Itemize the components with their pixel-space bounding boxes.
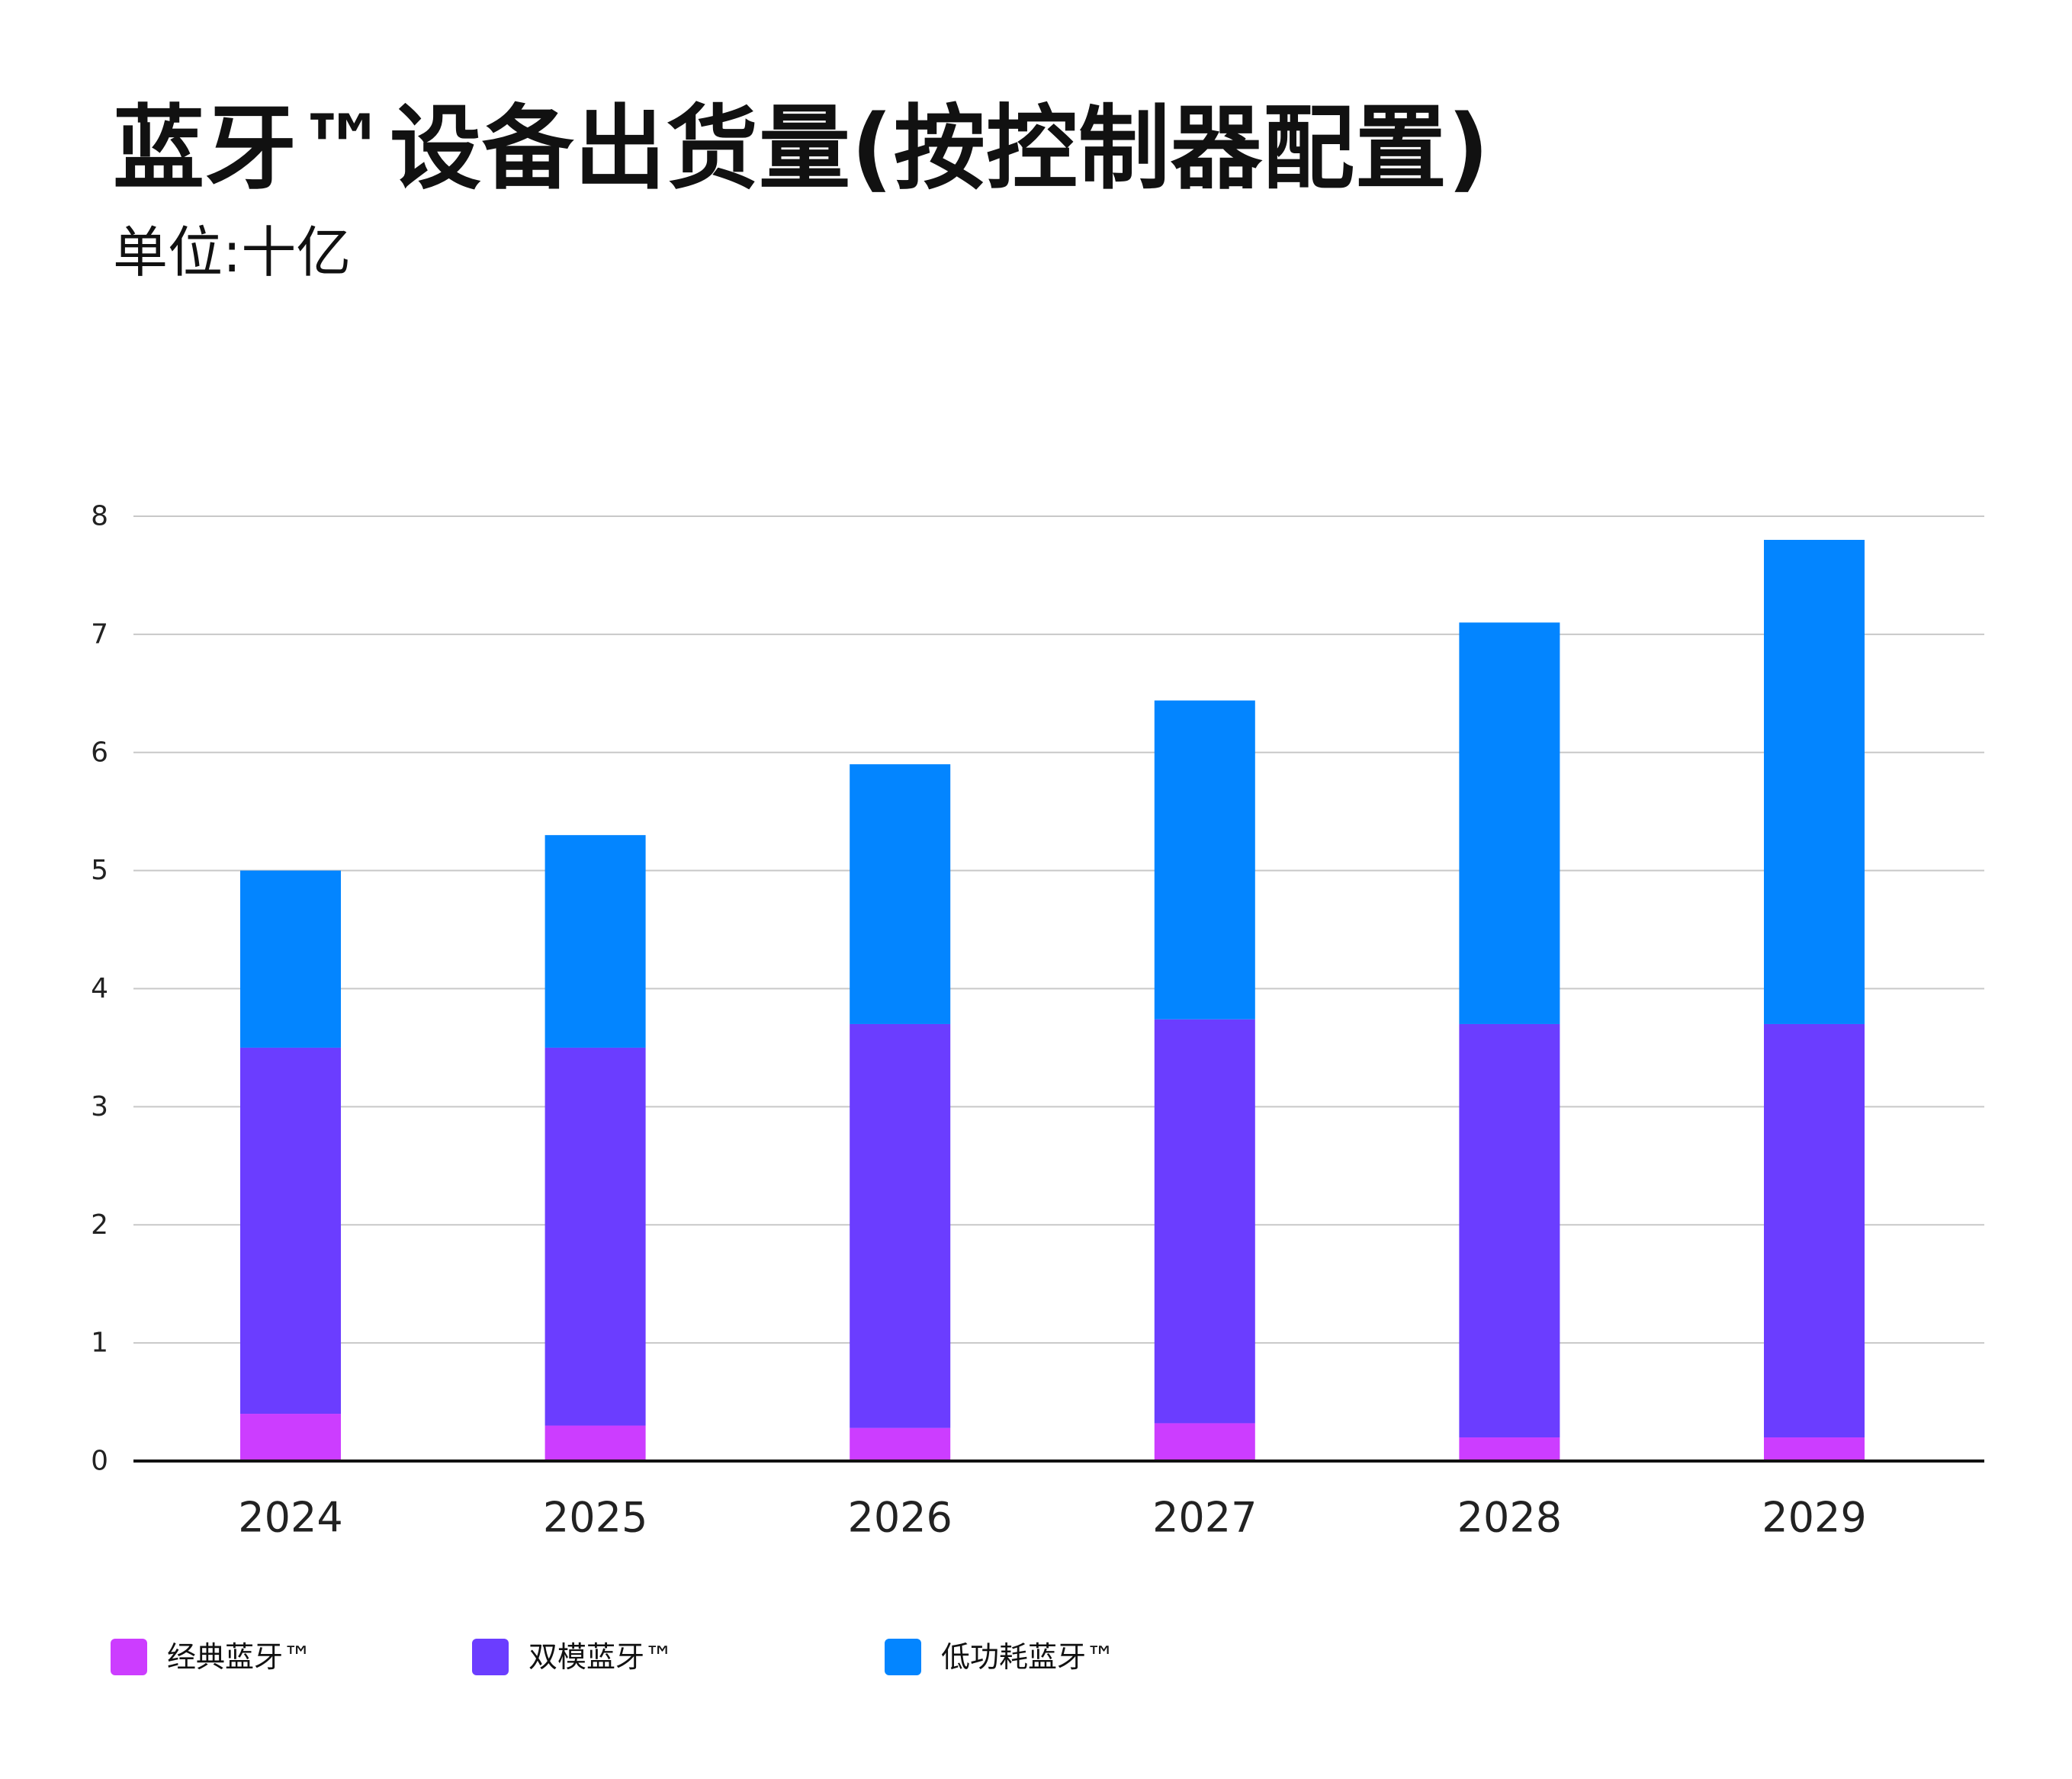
legend-swatch-dual-mode bbox=[472, 1639, 509, 1675]
bar-segment-2027-0 bbox=[1154, 1423, 1255, 1461]
bar-segment-2025-2 bbox=[545, 835, 646, 1048]
y-tick-label: 6 bbox=[91, 737, 108, 768]
bar-segment-2024-1 bbox=[240, 1047, 341, 1415]
bar-segment-2028-1 bbox=[1459, 1023, 1560, 1438]
y-tick-label: 8 bbox=[91, 501, 108, 532]
x-tick-label: 2025 bbox=[543, 1494, 647, 1542]
bar-segment-2024-0 bbox=[240, 1414, 341, 1461]
bar-segment-2029-2 bbox=[1764, 539, 1865, 1024]
legend-label-low-energy: 低功耗蓝牙™ bbox=[941, 1640, 1116, 1674]
y-tick-label: 7 bbox=[91, 618, 108, 650]
y-tick-label: 2 bbox=[91, 1209, 108, 1241]
x-tick-label: 2026 bbox=[847, 1494, 952, 1542]
y-tick-label: 3 bbox=[91, 1091, 108, 1122]
bar-segment-2028-0 bbox=[1459, 1437, 1560, 1461]
bar-segment-2024-2 bbox=[240, 870, 341, 1048]
x-tick-label: 2029 bbox=[1762, 1494, 1866, 1542]
bar-segment-2028-2 bbox=[1459, 622, 1560, 1024]
bar-segment-2027-1 bbox=[1154, 1019, 1255, 1424]
bar-segment-2029-1 bbox=[1764, 1023, 1865, 1438]
legend-swatch-classic bbox=[111, 1639, 147, 1675]
chart-subtitle: 单位:十亿 bbox=[113, 220, 352, 284]
y-tick-label: 5 bbox=[91, 855, 108, 886]
x-tick-label: 2024 bbox=[238, 1494, 342, 1542]
y-tick-label: 1 bbox=[91, 1328, 108, 1359]
legend-label-classic: 经典蓝牙™ bbox=[167, 1640, 313, 1674]
bar-segment-2029-0 bbox=[1764, 1437, 1865, 1461]
bar-segment-2025-1 bbox=[545, 1047, 646, 1426]
legend-label-dual-mode: 双模蓝牙™ bbox=[528, 1640, 674, 1674]
legend-item-low-energy: 低功耗蓝牙™ bbox=[885, 1634, 1115, 1680]
legend-swatch-low-energy bbox=[885, 1639, 921, 1675]
bar-segment-2026-1 bbox=[850, 1023, 951, 1428]
bar-segment-2025-0 bbox=[545, 1425, 646, 1461]
y-tick-label: 0 bbox=[91, 1446, 108, 1477]
bar-segment-2026-0 bbox=[850, 1427, 951, 1461]
legend-item-classic: 经典蓝牙™ bbox=[111, 1634, 312, 1680]
x-tick-label: 2028 bbox=[1457, 1494, 1562, 1542]
bar-segment-2026-2 bbox=[850, 764, 951, 1024]
chart-title: 蓝牙™设备出货量(按控制器配置) bbox=[113, 96, 1490, 202]
legend-item-dual-mode: 双模蓝牙™ bbox=[472, 1634, 673, 1680]
bar-segment-2027-2 bbox=[1154, 700, 1255, 1020]
x-tick-label: 2027 bbox=[1152, 1494, 1257, 1542]
y-tick-label: 4 bbox=[91, 973, 108, 1004]
